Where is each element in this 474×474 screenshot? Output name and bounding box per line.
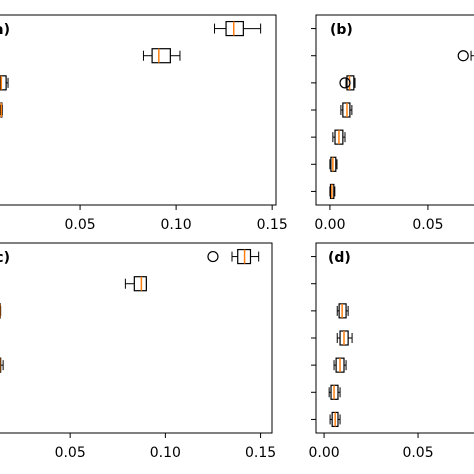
- box: [0, 75, 7, 91]
- axes-frame: [315, 14, 474, 206]
- axes-frame: [0, 242, 273, 434]
- x-tick-label: 0.15: [257, 217, 288, 233]
- x-tick-label: 0.00: [314, 217, 345, 233]
- panel-label: (b): [330, 22, 353, 38]
- x-tick-label: 0.15: [245, 445, 276, 461]
- panel-label: (c): [0, 250, 10, 266]
- box: [151, 48, 171, 64]
- x-tick-label: 0.10: [161, 217, 192, 233]
- x-tick-label: 0.05: [402, 445, 433, 461]
- x-tick-label: 0.05: [55, 445, 86, 461]
- panel-label: (a): [0, 22, 10, 38]
- outlier: [207, 250, 219, 263]
- panel-label: (d): [328, 250, 351, 266]
- outlier: [339, 77, 351, 89]
- x-tick-label: 0.10: [150, 445, 181, 461]
- axes-frame: [0, 14, 277, 206]
- x-tick-label: 0.00: [308, 445, 339, 461]
- box: [133, 276, 147, 292]
- x-tick-label: 0.05: [64, 217, 95, 233]
- outlier: [457, 50, 469, 62]
- x-tick-label: 0.05: [412, 217, 443, 233]
- box: [225, 20, 244, 37]
